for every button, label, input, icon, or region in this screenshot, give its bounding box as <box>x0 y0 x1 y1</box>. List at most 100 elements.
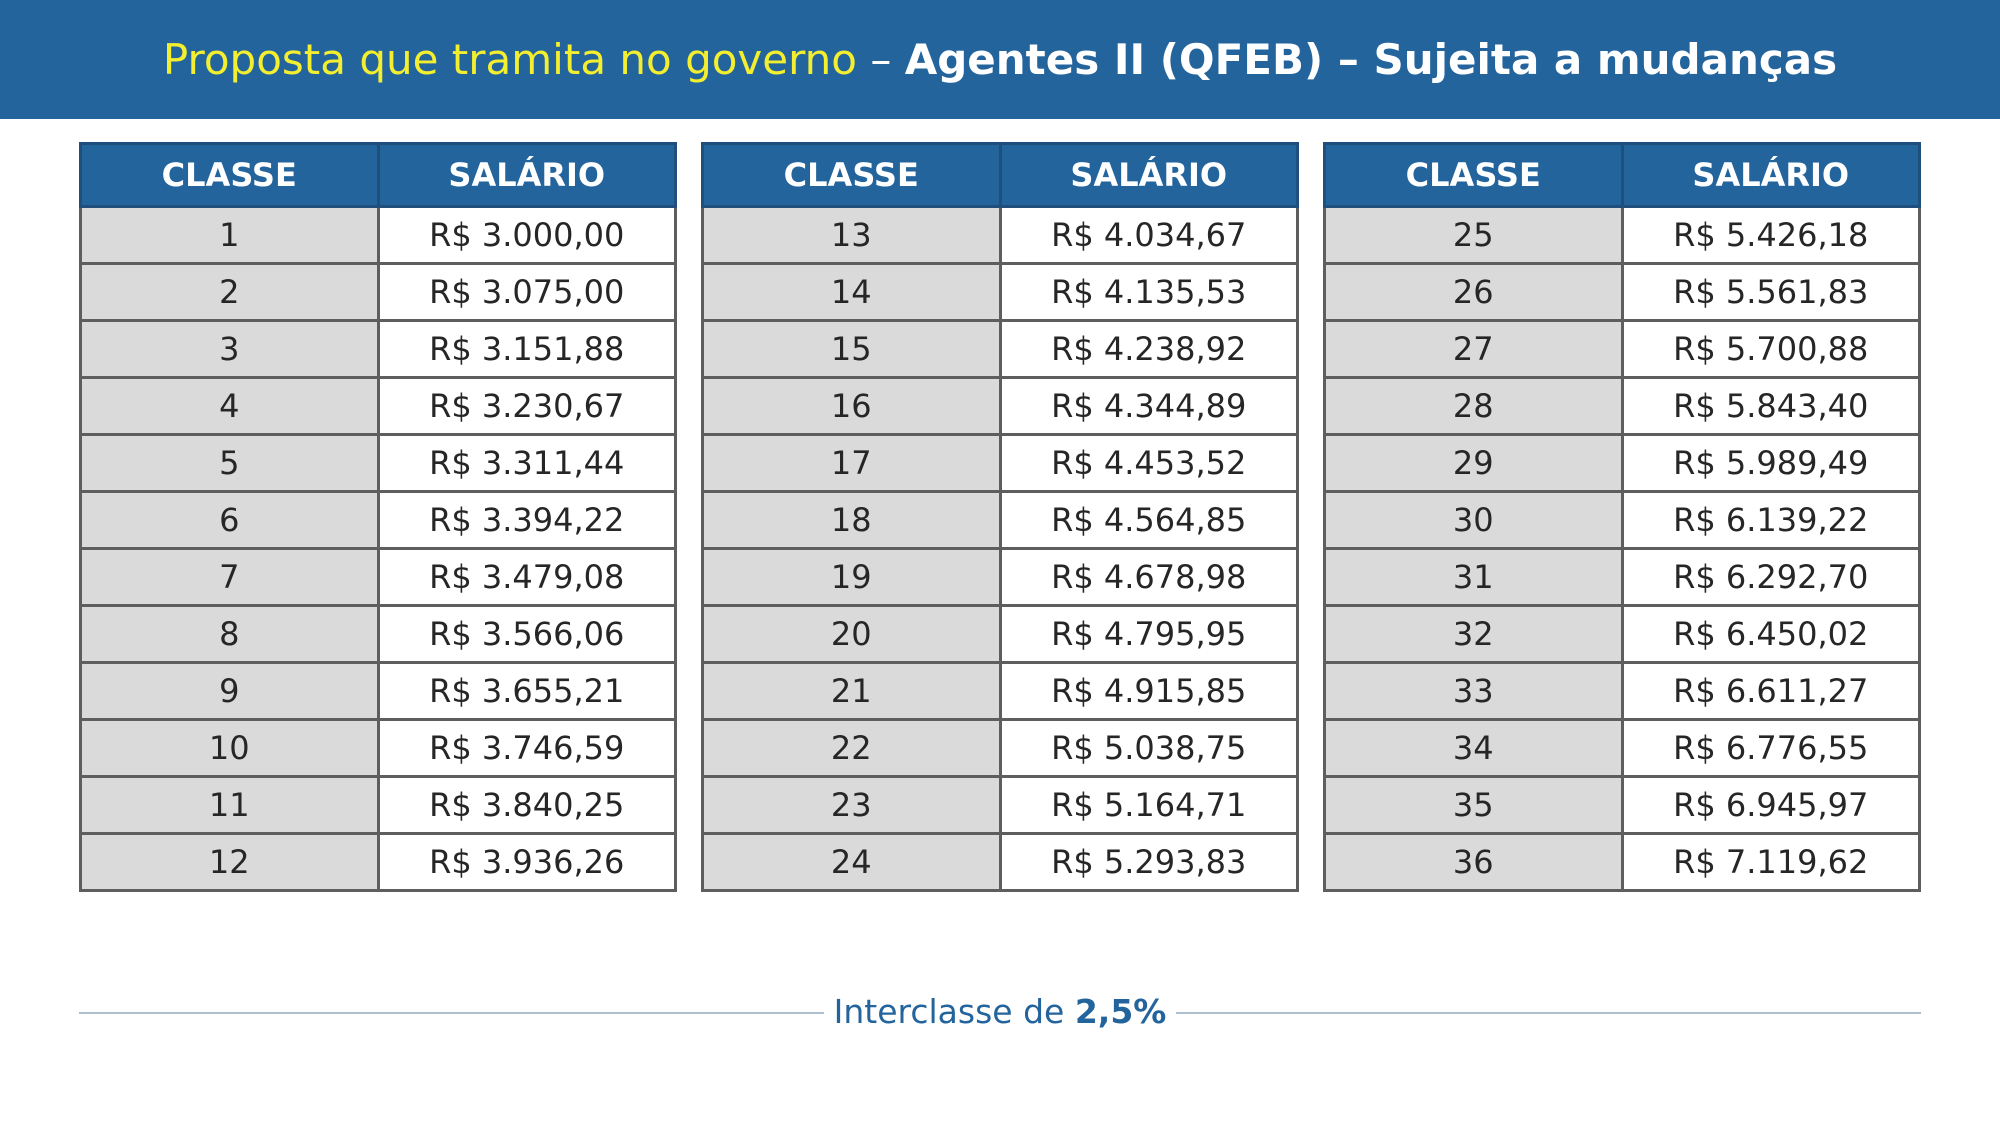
interclass-label: Interclasse de <box>833 992 1075 1031</box>
table-row: 2 R$ 3.075,00 <box>79 262 677 322</box>
footer-divider-right <box>1176 1012 1921 1014</box>
table-row: 6 R$ 3.394,22 <box>79 490 677 550</box>
table-row: 20 R$ 4.795,95 <box>701 604 1299 664</box>
salary-cell: R$ 3.151,88 <box>376 319 677 379</box>
salary-tables: CLASSE SALÁRIO 1 R$ 3.000,00 2 R$ 3.075,00 3… <box>79 142 1921 892</box>
class-cell: 23 <box>701 775 1002 835</box>
salary-cell: R$ 3.075,00 <box>376 262 677 322</box>
table-row: 31 R$ 6.292,70 <box>1323 547 1921 607</box>
title-agents: Agentes II (QFEB) <box>904 35 1324 84</box>
table-row: 35 R$ 6.945,97 <box>1323 775 1921 835</box>
salary-cell: R$ 4.564,85 <box>998 490 1299 550</box>
class-cell: 8 <box>79 604 380 664</box>
salary-cell: R$ 6.139,22 <box>1620 490 1921 550</box>
class-cell: 34 <box>1323 718 1624 778</box>
column-header-class: CLASSE <box>701 142 1002 208</box>
salary-cell: R$ 4.915,85 <box>998 661 1299 721</box>
salary-cell: R$ 3.230,67 <box>376 376 677 436</box>
salary-cell: R$ 6.611,27 <box>1620 661 1921 721</box>
salary-cell: R$ 5.989,49 <box>1620 433 1921 493</box>
salary-cell: R$ 3.746,59 <box>376 718 677 778</box>
table-header-row: CLASSE SALÁRIO <box>79 142 677 208</box>
table-row: 17 R$ 4.453,52 <box>701 433 1299 493</box>
class-cell: 10 <box>79 718 380 778</box>
salary-cell: R$ 7.119,62 <box>1620 832 1921 892</box>
salary-cell: R$ 3.566,06 <box>376 604 677 664</box>
class-cell: 20 <box>701 604 1002 664</box>
table-row: 30 R$ 6.139,22 <box>1323 490 1921 550</box>
table-header-row: CLASSE SALÁRIO <box>1323 142 1921 208</box>
table-row: 28 R$ 5.843,40 <box>1323 376 1921 436</box>
salary-table-2: CLASSE SALÁRIO 13 R$ 4.034,67 14 R$ 4.135,5… <box>701 142 1299 892</box>
interclass-value: 2,5% <box>1074 992 1167 1031</box>
class-cell: 4 <box>79 376 380 436</box>
salary-cell: R$ 3.936,26 <box>376 832 677 892</box>
table-row: 3 R$ 3.151,88 <box>79 319 677 379</box>
table-row: 13 R$ 4.034,67 <box>701 205 1299 265</box>
class-cell: 15 <box>701 319 1002 379</box>
class-cell: 22 <box>701 718 1002 778</box>
table-row: 10 R$ 3.746,59 <box>79 718 677 778</box>
table-row: 1 R$ 3.000,00 <box>79 205 677 265</box>
salary-cell: R$ 4.034,67 <box>998 205 1299 265</box>
class-cell: 6 <box>79 490 380 550</box>
table-row: 14 R$ 4.135,53 <box>701 262 1299 322</box>
title-separator-2: – <box>1323 35 1374 84</box>
class-cell: 14 <box>701 262 1002 322</box>
table-row: 12 R$ 3.936,26 <box>79 832 677 892</box>
table-row: 32 R$ 6.450,02 <box>1323 604 1921 664</box>
table-row: 18 R$ 4.564,85 <box>701 490 1299 550</box>
salary-cell: R$ 4.135,53 <box>998 262 1299 322</box>
class-cell: 32 <box>1323 604 1624 664</box>
table-row: 33 R$ 6.611,27 <box>1323 661 1921 721</box>
class-cell: 24 <box>701 832 1002 892</box>
table-row: 9 R$ 3.655,21 <box>79 661 677 721</box>
table-row: 19 R$ 4.678,98 <box>701 547 1299 607</box>
column-header-salary: SALÁRIO <box>998 142 1299 208</box>
table-row: 16 R$ 4.344,89 <box>701 376 1299 436</box>
salary-cell: R$ 4.678,98 <box>998 547 1299 607</box>
table-row: 26 R$ 5.561,83 <box>1323 262 1921 322</box>
title-separator-1: – <box>856 35 905 84</box>
table-row: 7 R$ 3.479,08 <box>79 547 677 607</box>
table-row: 4 R$ 3.230,67 <box>79 376 677 436</box>
class-cell: 21 <box>701 661 1002 721</box>
class-cell: 29 <box>1323 433 1624 493</box>
class-cell: 28 <box>1323 376 1624 436</box>
class-cell: 16 <box>701 376 1002 436</box>
interclass-note: Interclasse de 2,5% <box>79 992 1921 1031</box>
table-row: 15 R$ 4.238,92 <box>701 319 1299 379</box>
class-cell: 31 <box>1323 547 1624 607</box>
salary-cell: R$ 3.840,25 <box>376 775 677 835</box>
class-cell: 26 <box>1323 262 1624 322</box>
salary-cell: R$ 5.038,75 <box>998 718 1299 778</box>
class-cell: 33 <box>1323 661 1624 721</box>
page-header: Proposta que tramita no governo – Agente… <box>0 0 2000 119</box>
salary-cell: R$ 5.426,18 <box>1620 205 1921 265</box>
salary-cell: R$ 5.843,40 <box>1620 376 1921 436</box>
class-cell: 36 <box>1323 832 1624 892</box>
salary-cell: R$ 5.293,83 <box>998 832 1299 892</box>
salary-cell: R$ 5.164,71 <box>998 775 1299 835</box>
column-header-class: CLASSE <box>1323 142 1624 208</box>
footer-divider-left <box>79 1012 824 1014</box>
table-row: 27 R$ 5.700,88 <box>1323 319 1921 379</box>
salary-cell: R$ 4.344,89 <box>998 376 1299 436</box>
class-cell: 1 <box>79 205 380 265</box>
salary-table-1: CLASSE SALÁRIO 1 R$ 3.000,00 2 R$ 3.075,00 3… <box>79 142 677 892</box>
table-row: 21 R$ 4.915,85 <box>701 661 1299 721</box>
title-proposal: Proposta que tramita no governo <box>162 35 857 84</box>
table-row: 25 R$ 5.426,18 <box>1323 205 1921 265</box>
class-cell: 18 <box>701 490 1002 550</box>
salary-cell: R$ 6.450,02 <box>1620 604 1921 664</box>
salary-cell: R$ 6.292,70 <box>1620 547 1921 607</box>
salary-cell: R$ 3.394,22 <box>376 490 677 550</box>
footer-note: Interclasse de 2,5% <box>79 988 1921 1038</box>
table-row: 8 R$ 3.566,06 <box>79 604 677 664</box>
salary-cell: R$ 5.700,88 <box>1620 319 1921 379</box>
class-cell: 3 <box>79 319 380 379</box>
column-header-salary: SALÁRIO <box>1620 142 1921 208</box>
class-cell: 13 <box>701 205 1002 265</box>
salary-cell: R$ 3.655,21 <box>376 661 677 721</box>
title-subject-to-change: Sujeita a mudanças <box>1373 35 1838 84</box>
